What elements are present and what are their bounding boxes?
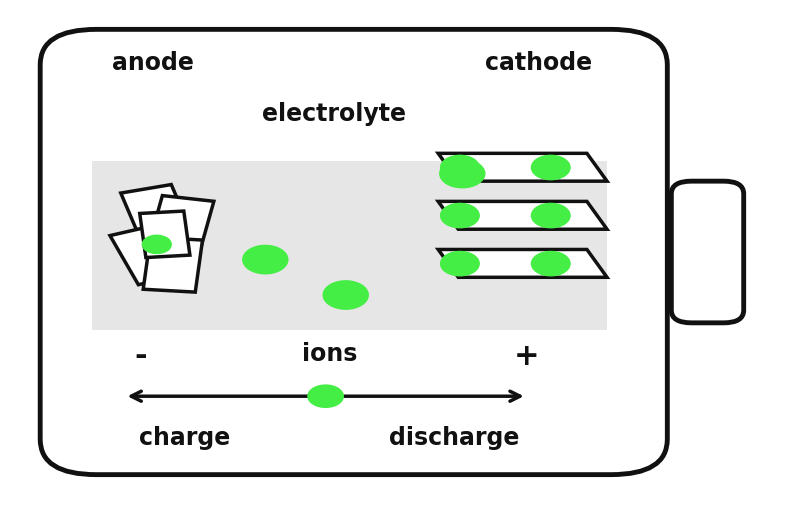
Circle shape: [308, 385, 343, 408]
Circle shape: [531, 156, 569, 180]
Circle shape: [243, 246, 287, 274]
Polygon shape: [438, 154, 606, 182]
Text: -: -: [134, 341, 147, 371]
Text: cathode: cathode: [484, 51, 592, 75]
Polygon shape: [110, 225, 187, 285]
Polygon shape: [140, 212, 190, 258]
Circle shape: [142, 236, 171, 254]
Polygon shape: [438, 250, 606, 278]
Circle shape: [531, 204, 569, 228]
Bar: [92, 162, 606, 331]
Polygon shape: [438, 202, 606, 230]
FancyBboxPatch shape: [671, 182, 743, 323]
Text: ions: ions: [302, 341, 357, 366]
Circle shape: [439, 160, 484, 188]
Text: electrolyte: electrolyte: [261, 102, 406, 126]
Text: anode: anode: [112, 51, 194, 75]
Circle shape: [440, 204, 479, 228]
Text: +: +: [513, 341, 539, 371]
FancyBboxPatch shape: [40, 30, 666, 475]
Text: discharge: discharge: [389, 425, 519, 449]
Polygon shape: [120, 185, 193, 244]
Circle shape: [323, 281, 368, 310]
Polygon shape: [148, 196, 214, 253]
Text: charge: charge: [139, 425, 230, 449]
Circle shape: [440, 156, 479, 180]
Polygon shape: [143, 238, 202, 292]
Circle shape: [531, 252, 569, 276]
Circle shape: [440, 252, 479, 276]
